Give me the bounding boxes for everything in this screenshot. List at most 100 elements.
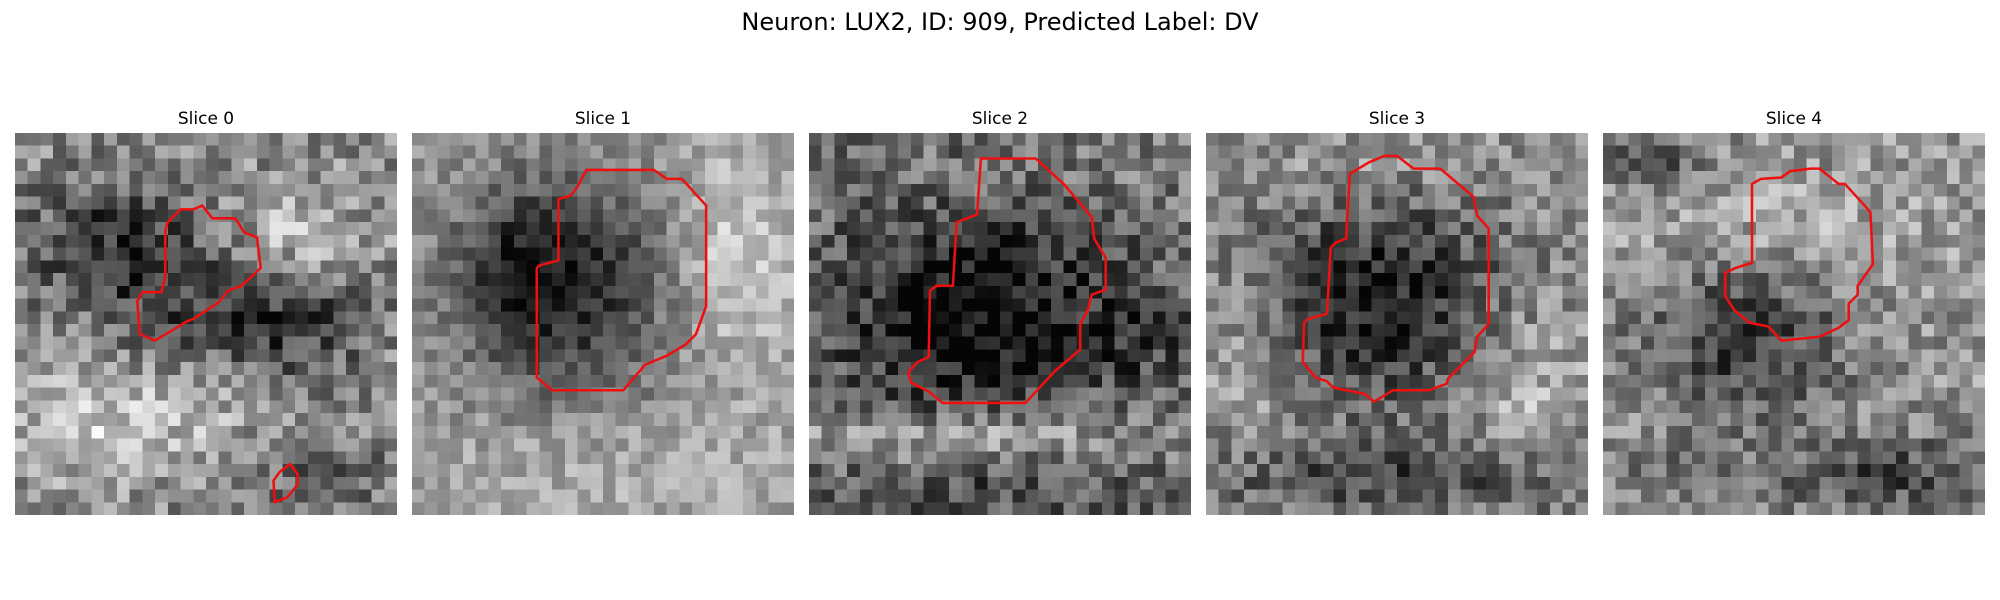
pixel: [743, 349, 757, 363]
pixel: [1256, 196, 1270, 210]
pixel: [730, 476, 744, 490]
pixel: [1178, 374, 1191, 388]
pixel: [1295, 145, 1309, 159]
pixel: [1206, 400, 1219, 414]
pixel: [1717, 234, 1731, 248]
pixel: [692, 425, 706, 439]
pixel: [628, 400, 642, 414]
pixel: [641, 158, 655, 172]
pixel: [1549, 285, 1563, 299]
pixel: [1320, 234, 1334, 248]
pixel: [1231, 222, 1245, 236]
pixel: [78, 324, 92, 337]
pixel: [1269, 451, 1283, 465]
pixel: [1832, 489, 1846, 503]
pixel: [743, 438, 757, 452]
pixel: [40, 438, 54, 452]
pixel: [320, 489, 334, 503]
pixel: [872, 222, 886, 236]
pixel: [371, 438, 385, 452]
pixel: [1012, 425, 1026, 439]
pixel: [1832, 171, 1846, 185]
pixel: [910, 209, 924, 223]
pixel: [1537, 298, 1551, 312]
pixel: [590, 260, 604, 274]
pixel: [1857, 438, 1871, 452]
pixel: [1819, 336, 1833, 350]
pixel: [1679, 451, 1693, 465]
pixel: [809, 324, 822, 337]
pixel: [1666, 273, 1680, 287]
pixel: [116, 464, 130, 478]
pixel: [1101, 260, 1115, 274]
pixel: [1076, 336, 1090, 350]
pixel: [961, 273, 975, 287]
pixel: [1384, 400, 1398, 414]
pixel: [1934, 298, 1948, 312]
pixel: [193, 145, 207, 159]
pixel: [1498, 451, 1512, 465]
pixel: [1768, 489, 1782, 503]
pixel: [1549, 273, 1563, 287]
pixel: [501, 298, 515, 312]
pixel: [1165, 133, 1179, 146]
pixel: [78, 133, 92, 146]
pixel: [1384, 311, 1398, 325]
pixel: [821, 336, 835, 350]
pixel: [116, 196, 130, 210]
pixel: [717, 438, 731, 452]
pixel: [1460, 387, 1474, 401]
pixel: [1819, 133, 1833, 146]
pixel: [1397, 285, 1410, 299]
pixel: [1178, 413, 1191, 427]
pixel: [1628, 451, 1642, 465]
pixel: [1844, 171, 1858, 185]
pixel: [1883, 387, 1897, 401]
pixel: [1346, 400, 1360, 414]
pixel: [834, 234, 848, 248]
pixel: [590, 158, 604, 172]
pixel: [1908, 183, 1922, 197]
pixel: [346, 362, 360, 376]
pixel: [666, 222, 680, 236]
pixel: [40, 336, 54, 350]
pixel: [1422, 209, 1436, 223]
pixel: [129, 183, 143, 197]
pixel: [1244, 209, 1258, 223]
pixel: [910, 222, 924, 236]
pixel: [1409, 451, 1423, 465]
pixel: [1346, 311, 1360, 325]
pixel: [666, 336, 680, 350]
pixel: [27, 222, 41, 236]
pixel: [1653, 311, 1667, 325]
pixel: [603, 234, 616, 248]
pixel: [1628, 502, 1642, 515]
pixel: [1165, 476, 1179, 490]
pixel: [1653, 145, 1667, 159]
pixel: [1628, 171, 1642, 185]
pixel: [717, 196, 731, 210]
pixel: [1269, 336, 1283, 350]
pixel: [743, 311, 757, 325]
pixel: [231, 183, 245, 197]
pixel: [1244, 502, 1258, 515]
pixel: [1781, 311, 1795, 325]
pixel: [615, 413, 629, 427]
pixel: [1114, 476, 1128, 490]
pixel: [346, 133, 360, 146]
pixel: [936, 476, 950, 490]
pixel: [1178, 476, 1191, 490]
pixel: [1537, 285, 1551, 299]
pixel: [1000, 196, 1013, 210]
pixel: [1295, 133, 1309, 146]
pixel: [1127, 464, 1141, 478]
pixel: [1397, 336, 1410, 350]
pixel: [1256, 247, 1270, 261]
pixel: [1038, 196, 1052, 210]
pixel: [1206, 413, 1219, 427]
pixel: [53, 502, 67, 515]
pixel: [1422, 222, 1436, 236]
pixel: [346, 324, 360, 337]
pixel: [1537, 311, 1551, 325]
pixel: [1063, 298, 1077, 312]
